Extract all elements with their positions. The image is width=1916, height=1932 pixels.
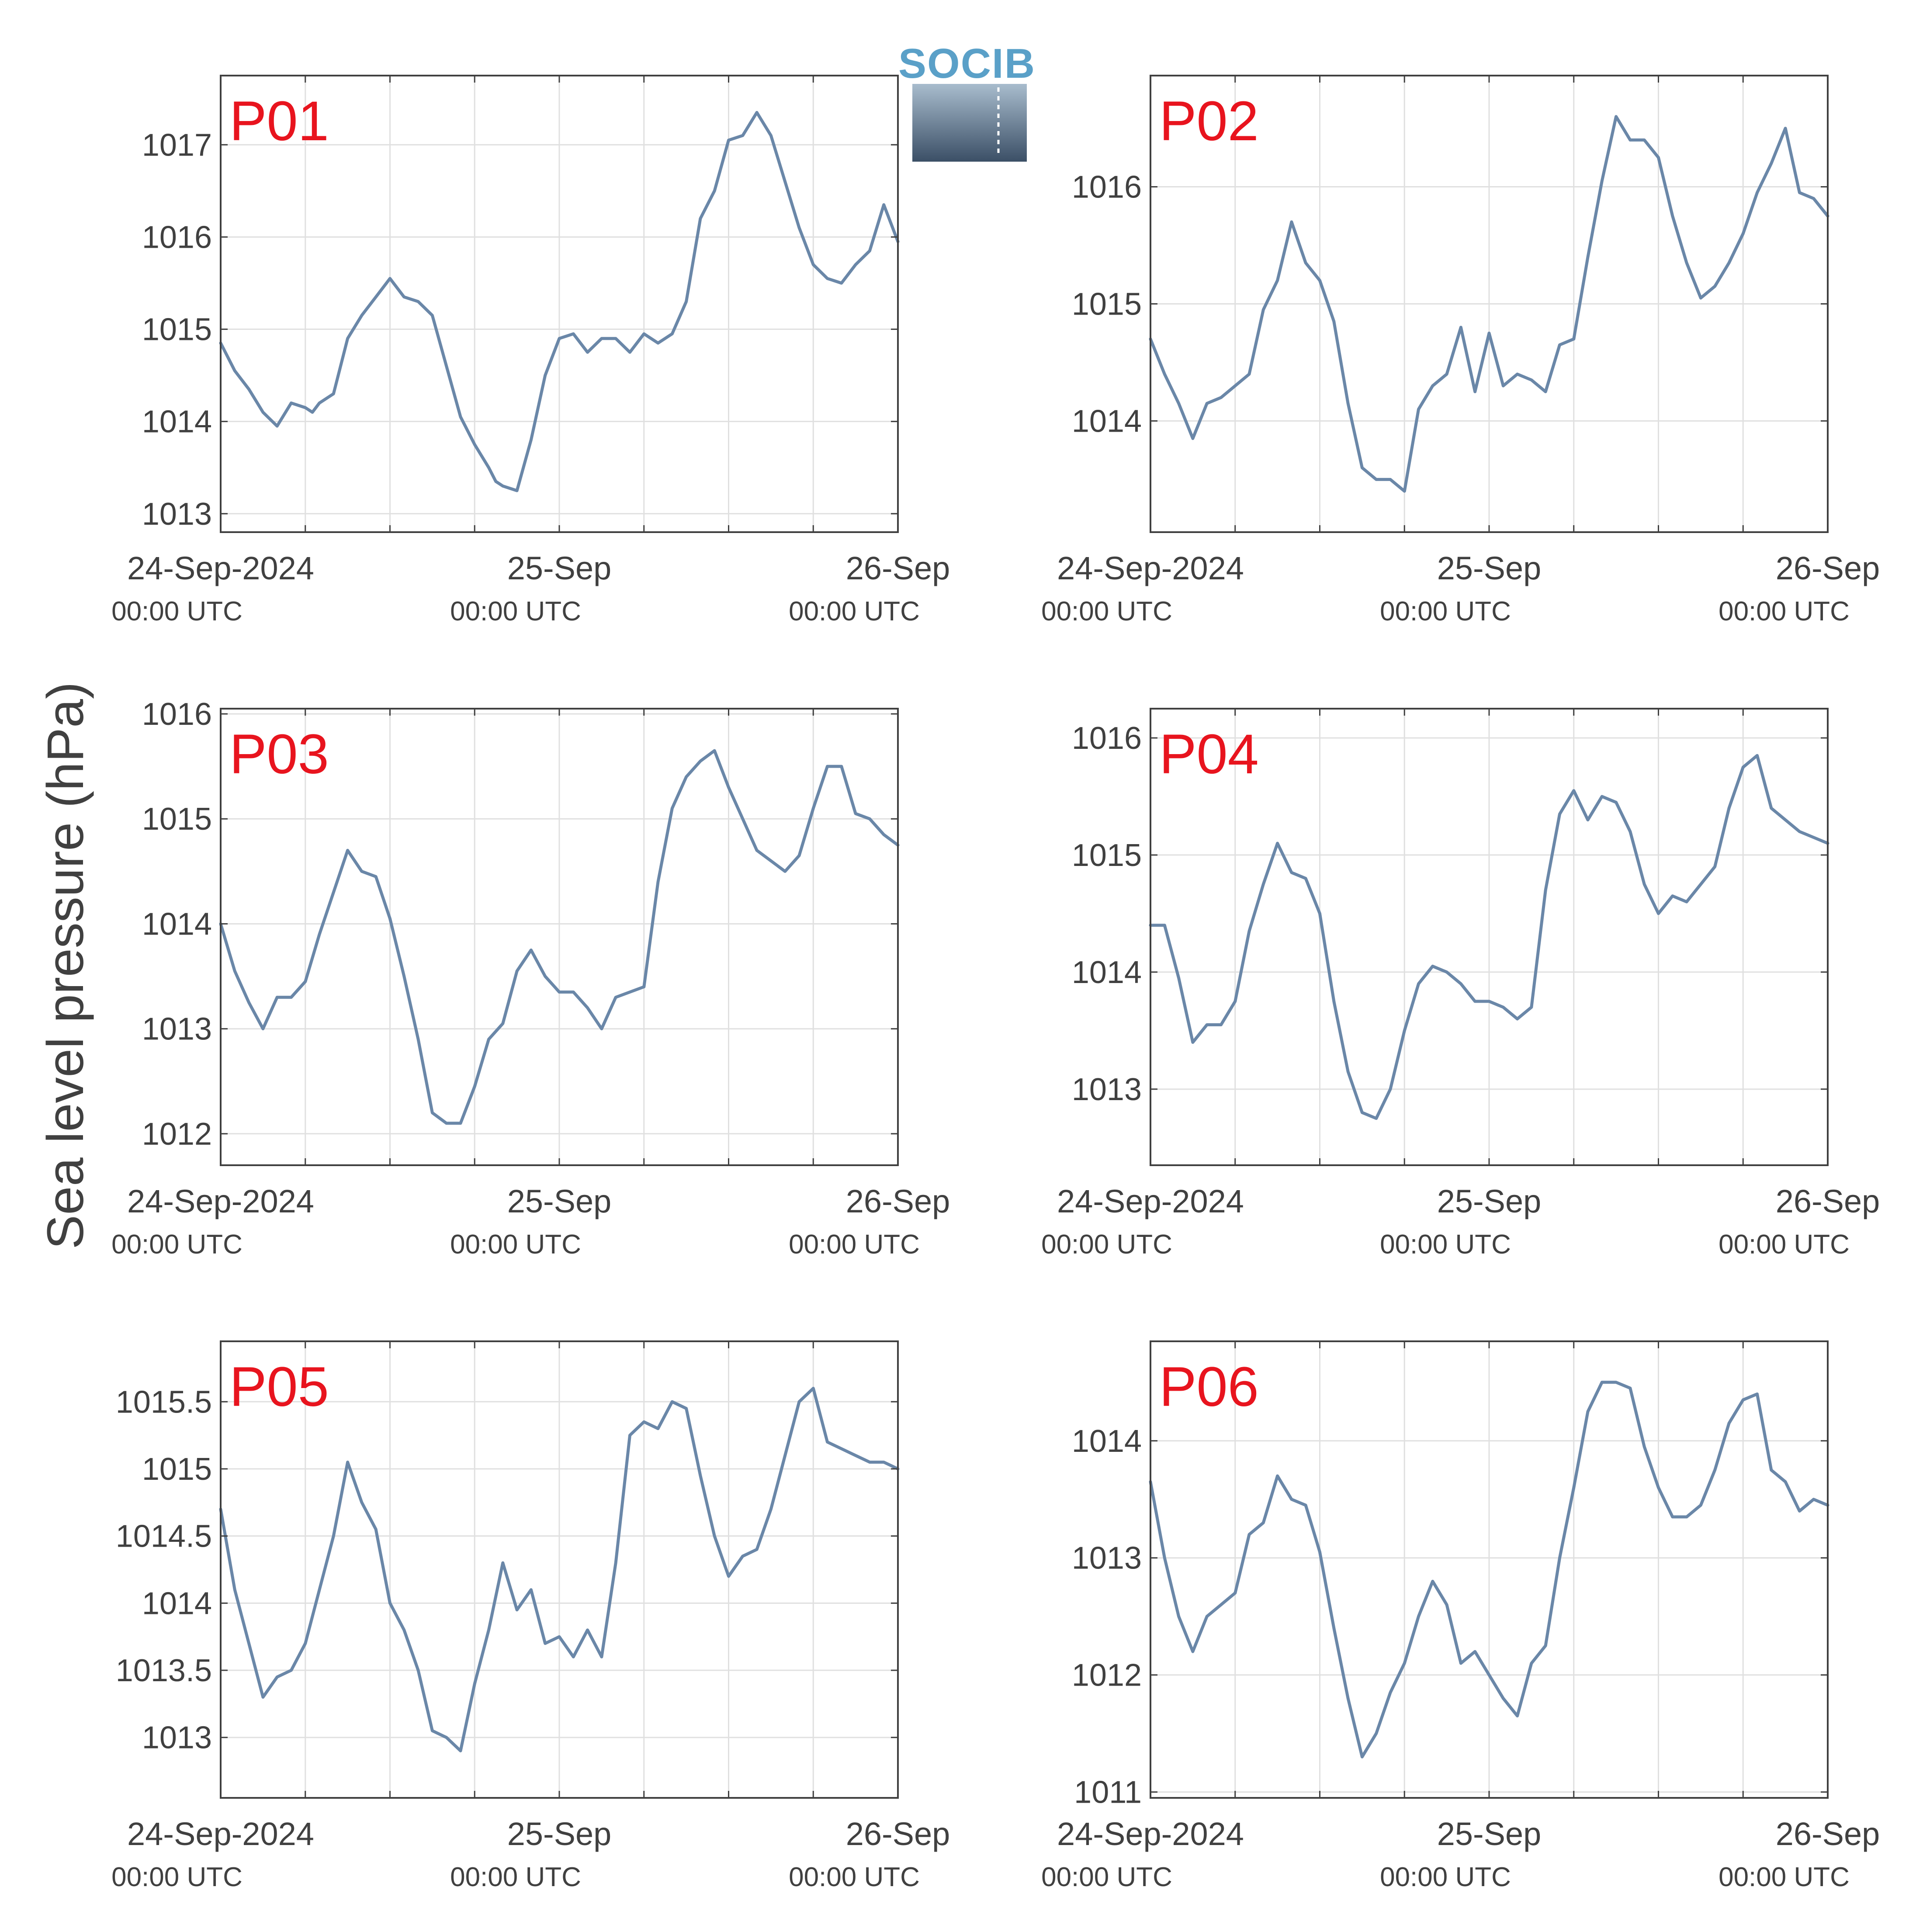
y-tick-label: 1015 [1072, 838, 1142, 873]
y-tick-label: 1014.5 [116, 1519, 212, 1554]
x-tick-date-label: 24-Sep-2024 [127, 1816, 314, 1852]
y-tick-label: 1013 [1072, 1072, 1142, 1107]
grid-p06 [1150, 1341, 1828, 1798]
x-tick-date-label: 26-Sep [846, 550, 950, 586]
y-tick-label: 1016 [1072, 721, 1142, 756]
y-tick-label: 1013.5 [116, 1653, 212, 1688]
grid-p02 [1150, 76, 1828, 532]
x-tick-time-label: 00:00 UTC [450, 1862, 581, 1892]
x-tick-time-label: 00:00 UTC [1041, 596, 1172, 627]
socib-logo-mark [912, 84, 1027, 162]
chart-panel-p01: 1013 1014 1015 1016 1017 24-Sep-2024 00:00 UTC… [111, 75, 950, 627]
x-tick-time-label: 00:00 UTC [1041, 1229, 1172, 1260]
chart-panel-p03: 1012 1013 1014 1015 1016 24-Sep-2024 00:00 UTC… [111, 697, 950, 1260]
y-tick-label: 1013 [142, 497, 212, 532]
x-tick-time-label: 00:00 UTC [111, 1862, 243, 1892]
socib-logo: SOCIB [898, 40, 1036, 162]
x-tick-time-label: 00:00 UTC [789, 1229, 920, 1260]
y-tick-label: 1012 [1072, 1658, 1142, 1693]
x-tick-time-label: 00:00 UTC [1380, 1862, 1511, 1892]
chart-panel-p06: 1011 1012 1013 1014 24-Sep-2024 00:00 UTC 25-S… [1041, 1340, 1880, 1892]
grid-p04 [1150, 709, 1828, 1165]
chart-panel-p05: 1013 1013.5 1014 1014.5 1015 1015.5 24-Sep-202… [111, 1340, 950, 1892]
x-tick-date-label: 26-Sep [846, 1816, 950, 1852]
x-tick-time-label: 00:00 UTC [111, 1229, 243, 1260]
x-tick-time-label: 00:00 UTC [1719, 1862, 1850, 1892]
y-tick-label: 1016 [142, 220, 212, 255]
grid-p01 [221, 76, 898, 532]
panel-label-p01: P01 [229, 90, 329, 152]
y-tick-label: 1013 [142, 1721, 212, 1755]
x-tick-time-label: 00:00 UTC [1719, 596, 1850, 627]
x-tick-date-label: 25-Sep [507, 1183, 612, 1219]
y-axis-label: Sea level pressure (hPa) [37, 682, 94, 1250]
y-tick-label: 1017 [142, 128, 212, 163]
x-tick-time-label: 00:00 UTC [450, 1229, 581, 1260]
x-tick-time-label: 00:00 UTC [450, 596, 581, 627]
socib-logo-text: SOCIB [898, 40, 1036, 87]
y-tick-label: 1015 [142, 312, 212, 347]
x-tick-time-label: 00:00 UTC [1041, 1862, 1172, 1892]
y-tick-label: 1014 [1072, 404, 1142, 439]
x-tick-date-label: 24-Sep-2024 [127, 1183, 314, 1219]
x-tick-time-label: 00:00 UTC [1380, 1229, 1511, 1260]
pressure-line-p02 [1149, 115, 1829, 493]
chart-panel-p04: 1013 1014 1015 1016 24-Sep-2024 00:00 UTC 25-S… [1041, 708, 1880, 1260]
y-tick-label: 1014 [142, 907, 212, 942]
y-tick-label: 1014 [142, 405, 212, 440]
x-tick-time-label: 00:00 UTC [789, 596, 920, 627]
y-tick-label: 1013 [142, 1012, 212, 1047]
y-tick-label: 1015.5 [116, 1385, 212, 1420]
x-tick-date-label: 25-Sep [1437, 550, 1542, 586]
pressure-line-p06 [1149, 1381, 1829, 1759]
x-tick-date-label: 26-Sep [1776, 550, 1880, 586]
panel-label-p04: P04 [1159, 723, 1259, 786]
panel-label-p05: P05 [229, 1356, 329, 1418]
x-tick-date-label: 25-Sep [507, 550, 612, 586]
x-tick-date-label: 24-Sep-2024 [1057, 1816, 1244, 1852]
x-tick-date-label: 26-Sep [846, 1183, 950, 1219]
chart-panel-p02: 1014 1015 1016 24-Sep-2024 00:00 UTC 25-Sep 00… [1041, 75, 1880, 627]
x-tick-time-label: 00:00 UTC [1719, 1229, 1850, 1260]
x-tick-date-label: 25-Sep [1437, 1816, 1542, 1852]
x-tick-time-label: 00:00 UTC [1380, 596, 1511, 627]
x-tick-date-label: 24-Sep-2024 [1057, 550, 1244, 586]
y-tick-label: 1013 [1072, 1541, 1142, 1576]
pressure-line-p03 [219, 749, 900, 1125]
y-tick-label: 1014 [1072, 1424, 1142, 1459]
panel-label-p02: P02 [1159, 90, 1259, 152]
y-tick-label: 1015 [142, 802, 212, 837]
x-tick-date-label: 24-Sep-2024 [127, 550, 314, 586]
y-tick-label: 1012 [142, 1117, 212, 1152]
y-tick-label: 1015 [142, 1452, 212, 1487]
x-tick-date-label: 24-Sep-2024 [1057, 1183, 1244, 1219]
panel-label-p06: P06 [1159, 1356, 1259, 1418]
pressure-line-p01 [219, 111, 900, 492]
y-tick-label: 1011 [1074, 1775, 1142, 1810]
x-tick-date-label: 25-Sep [1437, 1183, 1542, 1219]
x-tick-time-label: 00:00 UTC [789, 1862, 920, 1892]
pressure-line-p04 [1149, 754, 1829, 1120]
y-tick-label: 1016 [142, 697, 212, 732]
y-tick-label: 1014 [1072, 955, 1142, 990]
x-tick-date-label: 26-Sep [1776, 1816, 1880, 1852]
x-tick-time-label: 00:00 UTC [111, 596, 243, 627]
x-tick-date-label: 26-Sep [1776, 1183, 1880, 1219]
pressure-line-p05 [219, 1387, 900, 1752]
x-tick-date-label: 25-Sep [507, 1816, 612, 1852]
y-tick-label: 1015 [1072, 287, 1142, 322]
panel-label-p03: P03 [229, 723, 329, 786]
y-tick-label: 1016 [1072, 170, 1142, 205]
y-tick-label: 1014 [142, 1586, 212, 1621]
